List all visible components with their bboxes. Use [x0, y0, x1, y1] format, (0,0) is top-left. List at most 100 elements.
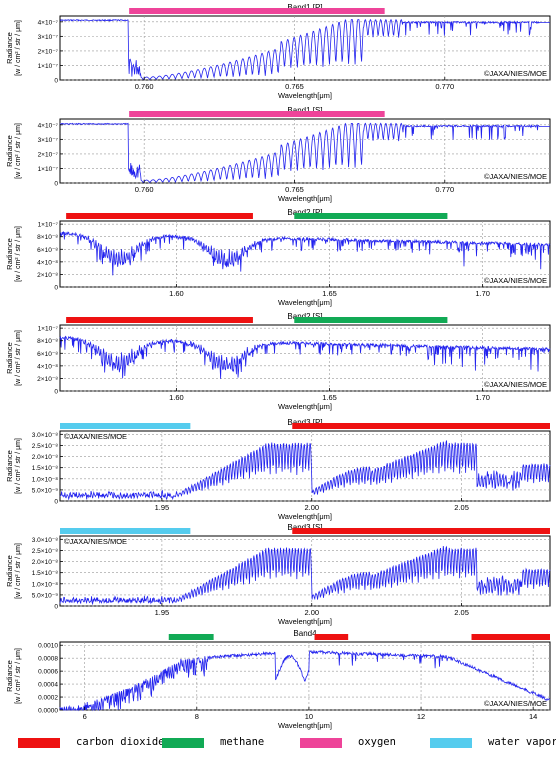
legend-swatch-oxygen — [300, 738, 342, 748]
x-tick-label: 6 — [83, 712, 87, 721]
absorption-band-oxygen — [129, 8, 385, 14]
x-tick-label: 2.05 — [454, 608, 469, 617]
legend-swatch-carbon-dioxide — [18, 738, 60, 748]
y-tick-label: 1×10⁻⁷ — [38, 166, 59, 173]
copyright-text: ©JAXA/NIES/MOE — [484, 69, 547, 78]
x-tick-label: 1.60 — [169, 289, 184, 298]
y-tick-label: 0 — [54, 181, 58, 188]
y-axis-label-line1: Radiance — [5, 135, 14, 167]
y-tick-label: 8×10⁻⁸ — [37, 234, 58, 241]
y-tick-label: 1.0×10⁻⁸ — [32, 581, 58, 588]
plot-area — [59, 641, 551, 711]
y-tick-label: 2×10⁻⁸ — [37, 376, 58, 383]
y-tick-label: 1.5×10⁻⁸ — [32, 465, 58, 472]
y-tick-label: 2.5×10⁻⁸ — [32, 548, 58, 555]
absorption-band-carbon-dioxide — [292, 423, 550, 429]
y-tick-label: 2.0×10⁻⁸ — [32, 559, 58, 566]
panel-title: Band2 [S] — [287, 312, 322, 321]
y-tick-label: 3×10⁻⁷ — [38, 137, 59, 144]
y-axis-label: Radiance [w / cm² / str / μm] — [5, 330, 22, 386]
y-axis-label-line1: Radiance — [5, 238, 14, 270]
y-tick-label: 3.0×10⁻⁸ — [32, 537, 58, 544]
y-tick-label: 0 — [54, 604, 58, 611]
absorption-band-oxygen — [129, 111, 385, 117]
y-tick-label: 0 — [54, 389, 58, 396]
y-tick-label: 2.5×10⁻⁸ — [32, 443, 58, 450]
x-tick-label: 14 — [529, 712, 537, 721]
y-tick-label: 1×10⁻⁷ — [38, 222, 59, 229]
panel-title: Band1 [P] — [287, 3, 322, 12]
legend-label-oxygen: oxygen — [358, 736, 396, 748]
spectrum-series-line — [59, 231, 551, 276]
x-tick-label: 10 — [305, 712, 313, 721]
x-tick-label: 12 — [417, 712, 425, 721]
panel-title: Band3 [P] — [287, 418, 322, 427]
x-axis-label: Wavelength[μm] — [278, 298, 332, 307]
x-tick-label: 2.05 — [454, 503, 469, 512]
y-axis-label-line2: [w / cm² / str / μm] — [15, 226, 22, 282]
y-tick-label: 0.0006 — [38, 669, 58, 676]
x-tick-label: 1.70 — [475, 289, 490, 298]
copyright-text: ©JAXA/NIES/MOE — [484, 699, 547, 708]
x-tick-label: 0.770 — [435, 185, 454, 194]
panel-title: Band4 — [293, 629, 317, 638]
y-tick-label: 0.0004 — [38, 682, 58, 689]
spectrum-series-line — [59, 545, 551, 606]
y-tick-label: 0.0010 — [38, 643, 58, 650]
y-tick-label: 2×10⁻⁷ — [38, 48, 59, 55]
chart-panel-6: Band3 [S] 0 5.0×10⁻⁹ 1.0×10⁻⁸ 1.5×10⁻⁸ 2.0×10… — [5, 523, 551, 626]
y-axis-label-line2: [w / cm² / str / μm] — [15, 438, 22, 494]
chart-panel-1: Band1 [P] 0 1×10⁻⁷ 2×10⁻⁷ 3×10⁻⁷ 4×10⁻⁷ 0.760 0… — [5, 3, 551, 100]
x-axis-label: Wavelength[μm] — [278, 721, 332, 730]
spectra-figure: Band1 [P] 0 1×10⁻⁷ 2×10⁻⁷ 3×10⁻⁷ 4×10⁻⁷ 0.760 0… — [5, 3, 551, 730]
copyright-text: ©JAXA/NIES/MOE — [64, 537, 127, 546]
x-axis-label: Wavelength[μm] — [278, 402, 332, 411]
spectrum-series-line — [59, 18, 550, 81]
y-axis-label-line2: [w / cm² / str / μm] — [15, 648, 22, 704]
y-tick-label: 2.0×10⁻⁸ — [32, 454, 58, 461]
x-tick-label: 2.00 — [304, 608, 319, 617]
x-tick-label: 0.760 — [135, 185, 154, 194]
absorption-band-carbon-dioxide — [66, 317, 253, 323]
x-tick-label: 1.65 — [322, 393, 337, 402]
x-axis-label: Wavelength[μm] — [278, 194, 332, 203]
x-axis-label: Wavelength[μm] — [278, 512, 332, 521]
absorption-band-carbon-dioxide — [314, 634, 349, 640]
legend-label-water-vapor: water vapor — [488, 736, 556, 748]
y-tick-label: 4×10⁻⁷ — [38, 19, 59, 26]
y-tick-label: 5.0×10⁻⁹ — [32, 487, 58, 494]
gas-legend: carbon dioxide methane oxygen water vapo… — [0, 732, 556, 758]
y-axis-label-line2: [w / cm² / str / μm] — [15, 330, 22, 386]
absorption-band-water-vapor — [60, 528, 191, 534]
x-tick-label: 0.765 — [285, 82, 304, 91]
y-axis-label: Radiance [w / cm² / str / μm] — [5, 438, 22, 494]
legend-label-methane: methane — [220, 736, 265, 748]
chart-panel-7: Band4 0.0000 0.0002 0.0004 0.0006 0.0008 0.001… — [5, 629, 551, 730]
y-axis-label-line2: [w / cm² / str / μm] — [15, 123, 22, 179]
y-tick-label: 3×10⁻⁷ — [38, 34, 59, 41]
absorption-band-carbon-dioxide — [292, 528, 550, 534]
absorption-band-water-vapor — [60, 423, 191, 429]
y-tick-label: 1×10⁻⁷ — [38, 326, 59, 333]
y-axis-label: Radiance [w / cm² / str / μm] — [5, 123, 22, 179]
y-tick-label: 0 — [54, 78, 58, 85]
legend-swatch-methane — [162, 738, 204, 748]
y-axis-label: Radiance [w / cm² / str / μm] — [5, 648, 22, 704]
panel-title: Band3 [S] — [287, 523, 322, 532]
copyright-text: ©JAXA/NIES/MOE — [64, 432, 127, 441]
y-axis-label-line1: Radiance — [5, 32, 14, 64]
absorption-band-methane — [294, 213, 448, 219]
absorption-band-methane — [294, 317, 448, 323]
y-tick-label: 1.0×10⁻⁸ — [32, 476, 58, 483]
x-tick-label: 8 — [195, 712, 199, 721]
x-tick-label: 1.60 — [169, 393, 184, 402]
y-axis-label-line2: [w / cm² / str / μm] — [15, 543, 22, 599]
x-tick-label: 1.95 — [155, 503, 170, 512]
y-tick-label: 0.0000 — [38, 708, 58, 715]
y-tick-label: 0.0008 — [38, 656, 58, 663]
y-axis-label: Radiance [w / cm² / str / μm] — [5, 543, 22, 599]
y-axis-label-line1: Radiance — [5, 450, 14, 482]
x-tick-label: 1.65 — [322, 289, 337, 298]
y-tick-label: 2×10⁻⁷ — [38, 151, 59, 158]
absorption-band-carbon-dioxide — [471, 634, 550, 640]
